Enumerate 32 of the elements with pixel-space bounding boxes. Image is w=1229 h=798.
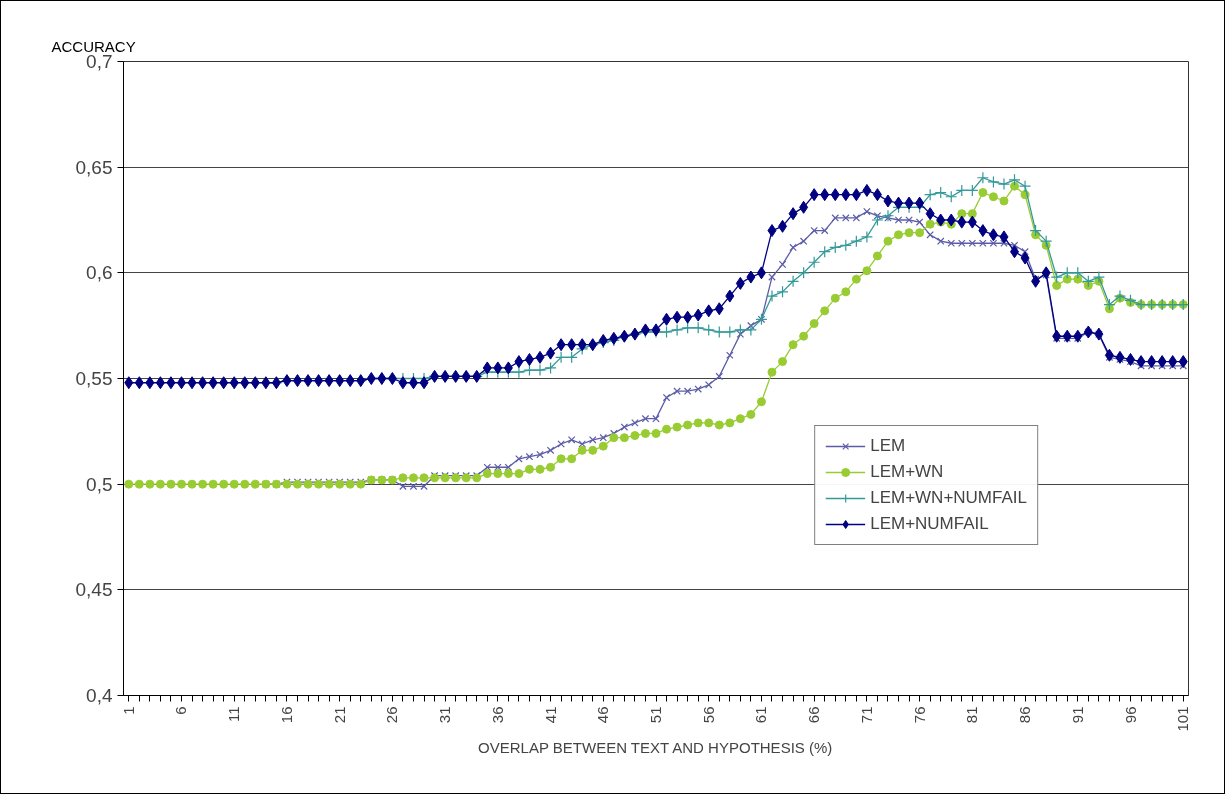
- x-tick-label: 76: [910, 706, 928, 724]
- x-tick-label: 51: [647, 706, 664, 724]
- x-tick-label: 36: [488, 706, 506, 724]
- x-tick-label: 56: [699, 706, 717, 724]
- x-tick-label: 1: [119, 706, 137, 715]
- x-tick-label: 11: [225, 706, 243, 723]
- x-tick-label: 61: [752, 706, 770, 724]
- x-tick-label: 26: [383, 706, 401, 724]
- x-tick-label: 21: [330, 706, 348, 724]
- x-tick-label: 81: [963, 706, 981, 724]
- x-tick-label: 91: [1068, 706, 1086, 724]
- x-tick-label: 66: [805, 706, 823, 724]
- y-tick-label: 0,45: [75, 579, 113, 601]
- x-tick-label: 96: [1121, 706, 1139, 724]
- y-tick-label: 0,4: [86, 685, 113, 706]
- x-tick-label: 101: [1174, 706, 1192, 732]
- x-tick-label: 41: [541, 706, 559, 724]
- x-tick-label: 16: [277, 706, 295, 724]
- y-tick-label: 0,65: [75, 156, 113, 178]
- legend-label: LEM+WN+NUMFAIL: [870, 488, 1027, 508]
- legend-label: LEM+WN: [870, 462, 944, 482]
- y-tick-label: 0,55: [75, 368, 113, 389]
- x-tick-label: 71: [857, 706, 875, 724]
- legend-label: LEM+NUMFAIL: [870, 514, 989, 534]
- x-tick-label: 86: [1016, 706, 1034, 724]
- y-tick-label: 0,6: [86, 262, 113, 284]
- x-tick-label: 31: [436, 706, 454, 724]
- x-tick-label: 46: [594, 706, 612, 724]
- x-axis-title: OVERLAP BETWEEN TEXT AND HYPOTHESIS (%): [478, 738, 833, 756]
- legend-label: LEM: [870, 436, 906, 456]
- x-tick-label: 6: [172, 706, 190, 715]
- y-tick-label: 0,5: [86, 473, 113, 495]
